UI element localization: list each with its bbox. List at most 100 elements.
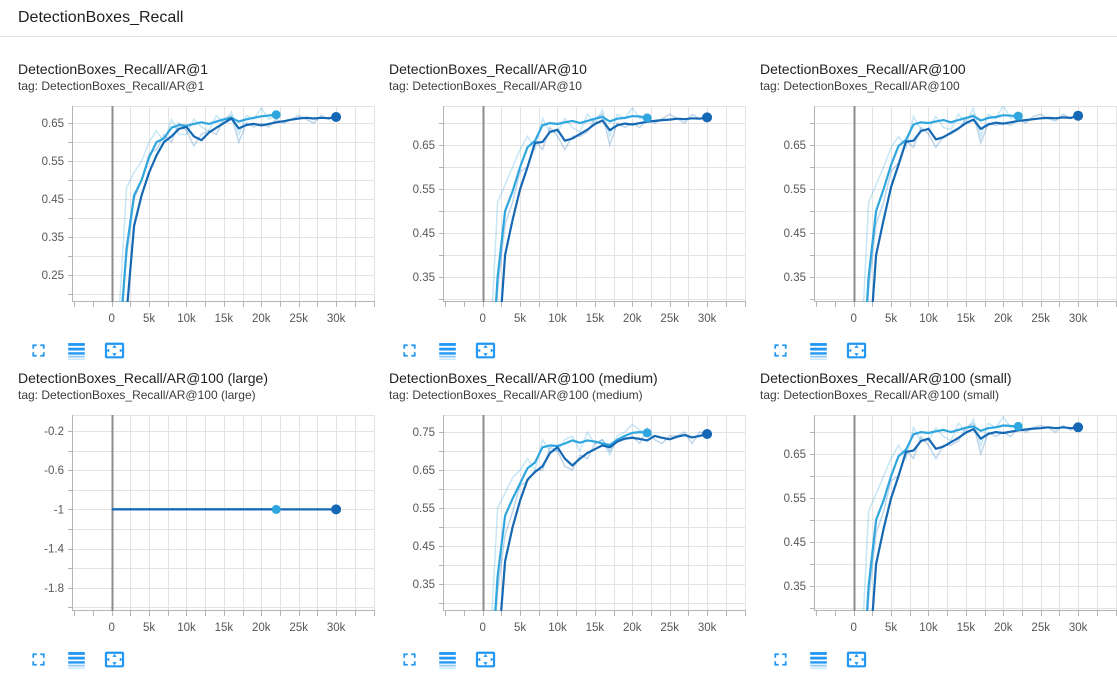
scalar-card: DetectionBoxes_Recall/AR@100 (large) tag…: [18, 369, 376, 670]
chart-title: DetectionBoxes_Recall/AR@100 (small): [760, 370, 1012, 386]
y-tick-label: 0.35: [413, 272, 435, 284]
fullscreen-button[interactable]: [398, 648, 420, 670]
run-dark-blue-smoothed-line: [500, 432, 708, 611]
run-dark-blue-smoothed-line: [871, 426, 1079, 611]
chart-actions: [389, 648, 747, 670]
chart-plot[interactable]: 0.65 0.55 0.45 0.35 0 5k 10k 15k 20k 25k 30k: [760, 106, 1117, 336]
chart-plot[interactable]: 0.75 0.65 0.55 0.45 0.35 0 5k 10k 15k 20k 25k 30k: [389, 415, 747, 645]
log-scale-icon: [67, 342, 85, 360]
fit-domain-button[interactable]: [474, 339, 496, 361]
run-dark-blue-raw-line: [496, 113, 708, 302]
y-tick-label: -1.4: [44, 544, 64, 556]
series-layer: [491, 423, 708, 611]
y-tick-label: 0.65: [413, 140, 435, 152]
y-tick-label: 0.45: [413, 541, 435, 553]
line-chart[interactable]: 0.65 0.55 0.45 0.35 0 5k 10k 15k 20k 25k 30k: [760, 106, 1117, 336]
log-scale-button[interactable]: [807, 339, 829, 361]
chart-plot[interactable]: 0.65 0.55 0.45 0.35 0.25 0 5k 10k 15k 20k 25k 30k: [18, 106, 376, 336]
fullscreen-icon: [773, 652, 787, 666]
log-scale-icon: [438, 651, 456, 669]
y-tick-label: 0.45: [784, 228, 806, 240]
chart-tag: tag: DetectionBoxes_Recall/AR@100 (large…: [18, 388, 256, 402]
run-light-blue-endpoint-dot: [271, 110, 281, 120]
fit-domain-button[interactable]: [845, 648, 867, 670]
y-tick-label: 0.55: [42, 156, 64, 168]
fullscreen-icon: [31, 343, 45, 357]
line-chart[interactable]: -0.2 -0.6 -1 -1.4 -1.8 0 5k 10k 15k 20k 25k 30k: [18, 415, 376, 645]
x-tick-label: 30k: [1069, 313, 1088, 325]
line-chart[interactable]: 0.75 0.65 0.55 0.45 0.35 0 5k 10k 15k 20k 25k 30k: [389, 415, 747, 645]
x-tick-label: 0: [850, 622, 856, 634]
y-tick-label: -1.8: [44, 583, 64, 595]
line-chart[interactable]: 0.65 0.55 0.45 0.35 0 5k 10k 15k 20k 25k 30k: [389, 106, 747, 336]
run-dark-blue-endpoint-dot: [331, 112, 342, 122]
run-light-blue-smoothed-line: [865, 114, 1019, 302]
fit-domain-button[interactable]: [474, 648, 496, 670]
x-tick-label: 10k: [548, 622, 567, 634]
category-title[interactable]: DetectionBoxes_Recall: [18, 9, 184, 26]
x-tick-label: 20k: [623, 622, 642, 634]
x-tick-label: 30k: [327, 622, 346, 634]
run-light-blue-raw-line: [862, 415, 1019, 611]
run-dark-blue-endpoint-dot: [702, 429, 713, 439]
scalar-card: DetectionBoxes_Recall/AR@100 (medium) ta…: [389, 369, 747, 670]
chart-plot[interactable]: 0.65 0.55 0.45 0.35 0 5k 10k 15k 20k 25k 30k: [760, 415, 1117, 645]
line-chart[interactable]: 0.65 0.55 0.45 0.35 0 5k 10k 15k 20k 25k 30k: [760, 415, 1117, 645]
chart-tag: tag: DetectionBoxes_Recall/AR@10: [389, 79, 582, 93]
log-scale-button[interactable]: [436, 648, 458, 670]
run-dark-blue-raw-line: [867, 113, 1079, 302]
fit-domain-icon: [846, 651, 866, 667]
fit-domain-button[interactable]: [845, 339, 867, 361]
run-light-blue-raw-line: [491, 106, 648, 302]
y-tick-label: 0.45: [784, 537, 806, 549]
x-tick-label: 10k: [919, 622, 938, 634]
series-layer: [862, 106, 1079, 302]
chart-plot[interactable]: 0.65 0.55 0.45 0.35 0 5k 10k 15k 20k 25k 30k: [389, 106, 747, 336]
fullscreen-button[interactable]: [27, 339, 49, 361]
y-tick-label: 0.65: [413, 465, 435, 477]
run-dark-blue-endpoint-dot: [331, 504, 342, 515]
series-layer: [491, 106, 708, 302]
fullscreen-button[interactable]: [398, 339, 420, 361]
y-tick-label: 0.25: [42, 270, 64, 282]
run-dark-blue-raw-line: [122, 114, 337, 302]
x-tick-label: 30k: [1069, 622, 1088, 634]
fit-domain-icon: [846, 342, 866, 358]
x-tick-label: 5k: [514, 622, 526, 634]
fullscreen-button[interactable]: [769, 339, 791, 361]
x-tick-label: 20k: [252, 313, 271, 325]
fullscreen-button[interactable]: [769, 648, 791, 670]
line-chart[interactable]: 0.65 0.55 0.45 0.35 0.25 0 5k 10k 15k 20k 25k 30k: [18, 106, 376, 336]
x-tick-label: 15k: [215, 622, 234, 634]
scalar-card: DetectionBoxes_Recall/AR@100 tag: Detect…: [760, 60, 1117, 361]
fit-domain-button[interactable]: [103, 648, 125, 670]
log-scale-button[interactable]: [65, 648, 87, 670]
y-tick-label: 0.55: [413, 503, 435, 515]
x-tick-label: 20k: [994, 313, 1013, 325]
y-tick-label: 0.35: [413, 579, 435, 591]
log-scale-button[interactable]: [436, 339, 458, 361]
chart-tag: tag: DetectionBoxes_Recall/AR@100 (mediu…: [389, 388, 643, 402]
fullscreen-button[interactable]: [27, 648, 49, 670]
chart-plot[interactable]: -0.2 -0.6 -1 -1.4 -1.8 0 5k 10k 15k 20k 25k 30k: [18, 415, 376, 645]
chart-actions: [18, 339, 376, 361]
run-dark-blue-raw-line: [867, 422, 1079, 611]
chart-title: DetectionBoxes_Recall/AR@100: [760, 61, 966, 77]
run-light-blue-smoothed-line: [494, 431, 648, 611]
log-scale-button[interactable]: [807, 648, 829, 670]
x-tick-label: 15k: [957, 622, 976, 634]
x-tick-label: 25k: [289, 622, 308, 634]
run-light-blue-endpoint-dot: [271, 504, 281, 514]
x-tick-label: 10k: [548, 313, 567, 325]
chart-actions: [760, 339, 1117, 361]
chart-tag: tag: DetectionBoxes_Recall/AR@1: [18, 79, 205, 93]
log-scale-icon: [67, 651, 85, 669]
fit-domain-button[interactable]: [103, 339, 125, 361]
x-tick-label: 25k: [660, 313, 679, 325]
log-scale-button[interactable]: [65, 339, 87, 361]
chart-title: DetectionBoxes_Recall/AR@10: [389, 61, 587, 77]
fit-domain-icon: [104, 651, 124, 667]
x-tick-label: 0: [108, 622, 114, 634]
fullscreen-icon: [31, 652, 45, 666]
x-tick-label: 5k: [143, 313, 155, 325]
